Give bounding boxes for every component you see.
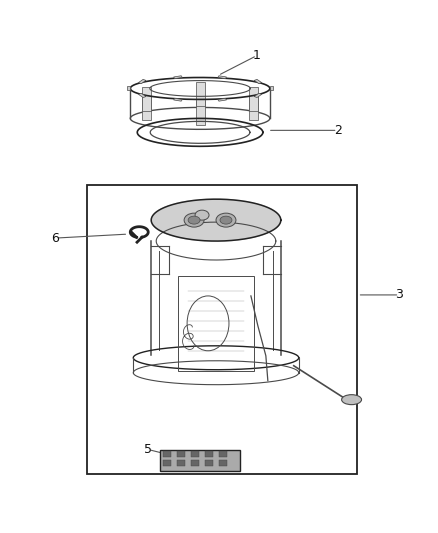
Polygon shape xyxy=(249,96,258,120)
Text: 2: 2 xyxy=(334,124,342,137)
Bar xyxy=(160,449,240,472)
Polygon shape xyxy=(127,86,130,91)
Bar xyxy=(88,185,357,474)
Polygon shape xyxy=(138,93,146,98)
Bar xyxy=(163,461,171,466)
Polygon shape xyxy=(196,101,205,125)
Text: 5: 5 xyxy=(144,443,152,456)
Text: 6: 6 xyxy=(52,231,60,245)
Bar xyxy=(191,461,199,466)
Bar xyxy=(205,461,213,466)
Bar xyxy=(178,276,254,371)
Ellipse shape xyxy=(188,216,200,224)
Bar xyxy=(219,450,227,456)
Polygon shape xyxy=(142,87,152,110)
Bar xyxy=(205,450,213,456)
Polygon shape xyxy=(254,93,261,98)
Polygon shape xyxy=(218,98,226,101)
Polygon shape xyxy=(249,87,258,110)
Ellipse shape xyxy=(195,210,209,220)
Bar xyxy=(177,461,185,466)
Text: 1: 1 xyxy=(253,49,261,62)
Text: 3: 3 xyxy=(396,288,403,302)
Ellipse shape xyxy=(184,213,204,227)
Ellipse shape xyxy=(216,213,236,227)
Polygon shape xyxy=(151,199,281,241)
Polygon shape xyxy=(138,79,146,84)
Polygon shape xyxy=(254,79,261,84)
Bar xyxy=(163,450,171,456)
Bar xyxy=(191,450,199,456)
Polygon shape xyxy=(142,96,152,120)
Polygon shape xyxy=(270,86,273,91)
Polygon shape xyxy=(196,82,205,106)
Ellipse shape xyxy=(220,216,232,224)
Bar xyxy=(219,461,227,466)
Polygon shape xyxy=(173,98,182,101)
Bar xyxy=(177,450,185,456)
Polygon shape xyxy=(218,76,226,79)
Polygon shape xyxy=(173,76,182,79)
Ellipse shape xyxy=(342,394,361,405)
